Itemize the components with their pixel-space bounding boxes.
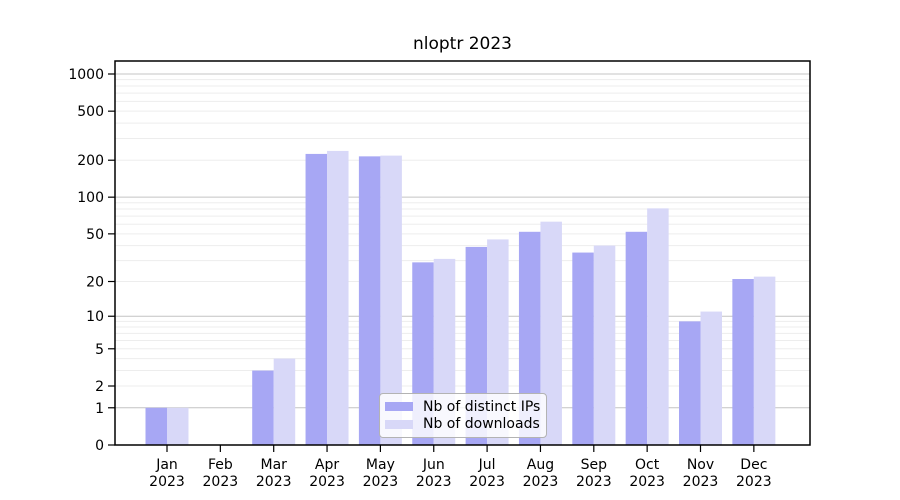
bar-nb-of-downloads-apr xyxy=(327,150,349,446)
x-tick-label-month: Mar xyxy=(260,457,287,473)
x-tick-label-year: 2023 xyxy=(256,474,292,490)
legend-swatch-downloads xyxy=(385,419,413,429)
y-tick-label: 1 xyxy=(95,401,104,417)
bar-nb-of-downloads-aug xyxy=(540,221,562,445)
x-tick-label-month: Jun xyxy=(422,457,445,473)
bar-nb-of-downloads-mar xyxy=(273,358,296,445)
bar-nb-of-distinct-ips-nov xyxy=(679,321,701,445)
bar-nb-of-downloads-oct xyxy=(647,208,669,445)
bar-nb-of-distinct-ips-jan xyxy=(145,407,167,445)
bar-nb-of-distinct-ips-oct xyxy=(625,231,648,445)
chart-title: nloptr 2023 xyxy=(412,34,512,54)
x-tick-label-year: 2023 xyxy=(149,474,185,490)
bar-nb-of-downloads-dec xyxy=(753,276,776,445)
y-tick-label: 50 xyxy=(86,227,104,243)
x-tick-label-month: Feb xyxy=(208,457,233,473)
x-tick-label-year: 2023 xyxy=(416,474,452,490)
x-tick-label-year: 2023 xyxy=(469,474,505,490)
bar-nb-of-downloads-nov xyxy=(700,311,722,445)
bar-nb-of-downloads-may xyxy=(380,155,402,446)
bar-nb-of-distinct-ips-dec xyxy=(732,279,754,445)
x-tick-label-month: Dec xyxy=(740,457,767,473)
y-tick-label: 100 xyxy=(77,190,104,206)
y-tick-label: 200 xyxy=(77,153,104,169)
x-tick-label-month: Apr xyxy=(315,457,339,473)
bar-nb-of-distinct-ips-sep xyxy=(572,252,594,445)
legend-swatch-distinct-ips xyxy=(385,402,413,412)
legend-label-downloads: Nb of downloads xyxy=(423,416,540,433)
x-tick-label-year: 2023 xyxy=(736,474,772,490)
y-tick-label: 0 xyxy=(95,438,104,454)
bar-nb-of-distinct-ips-aug xyxy=(518,231,541,445)
y-tick-label: 500 xyxy=(77,104,104,120)
bar-nb-of-distinct-ips-apr xyxy=(305,153,328,446)
x-tick-label-year: 2023 xyxy=(309,474,345,490)
x-tick-label-year: 2023 xyxy=(203,474,239,490)
legend-item-distinct-ips: Nb of distinct IPs xyxy=(385,400,540,414)
x-tick-label-month: Aug xyxy=(527,457,554,473)
legend-label-distinct-ips: Nb of distinct IPs xyxy=(423,398,541,415)
bar-nb-of-distinct-ips-mar xyxy=(252,370,274,445)
bar-nb-of-distinct-ips-may xyxy=(358,156,381,445)
x-tick-label-month: Oct xyxy=(635,457,660,473)
bar-nb-of-downloads-jan xyxy=(167,407,189,445)
x-tick-label-year: 2023 xyxy=(363,474,399,490)
x-tick-label-month: Sep xyxy=(581,457,608,473)
y-tick-label: 2 xyxy=(95,379,104,395)
x-tick-label-year: 2023 xyxy=(683,474,719,490)
bar-nb-of-downloads-sep xyxy=(593,245,616,445)
legend: Nb of distinct IPs Nb of downloads xyxy=(379,393,547,438)
y-tick-label: 10 xyxy=(86,309,104,325)
x-tick-label-year: 2023 xyxy=(523,474,559,490)
x-tick-label-month: May xyxy=(366,457,395,473)
y-tick-label: 5 xyxy=(95,342,104,358)
y-tick-label: 20 xyxy=(86,275,104,291)
plot-border xyxy=(114,60,811,446)
x-tick-label-month: Jul xyxy=(478,457,496,473)
x-tick-label-month: Nov xyxy=(687,457,714,473)
legend-item-downloads: Nb of downloads xyxy=(385,417,540,431)
x-tick-label-year: 2023 xyxy=(629,474,665,490)
x-tick-label-month: Jan xyxy=(155,457,178,473)
y-tick-label: 1000 xyxy=(68,67,104,83)
x-tick-label-year: 2023 xyxy=(576,474,612,490)
